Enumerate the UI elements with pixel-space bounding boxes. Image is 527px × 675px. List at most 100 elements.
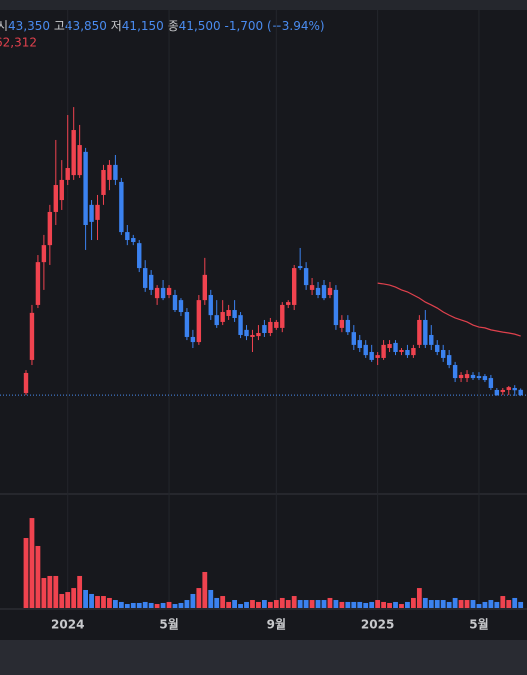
candle-body xyxy=(292,268,297,305)
candle-body xyxy=(464,374,470,379)
volume-bar xyxy=(41,578,47,608)
volume-bar xyxy=(434,600,440,608)
volume-bar xyxy=(160,602,166,608)
candle-body xyxy=(399,350,404,352)
moving-average xyxy=(377,282,521,337)
candle-body xyxy=(119,181,124,233)
volume-bar xyxy=(35,545,41,608)
volume-bar xyxy=(321,600,327,608)
x-tick-label: 2025 xyxy=(361,618,394,632)
candle-body xyxy=(220,312,225,322)
volume-bar xyxy=(65,592,71,608)
volume-bar xyxy=(136,602,142,608)
candle-body xyxy=(196,300,202,343)
volume-bar xyxy=(190,593,196,608)
candle-body xyxy=(345,319,351,333)
volume-bar xyxy=(464,600,470,608)
x-tick-label: 9월 xyxy=(267,617,286,632)
volume-bar xyxy=(345,601,351,608)
volume-bar xyxy=(351,601,357,608)
volume-bar xyxy=(363,602,369,608)
candle-body xyxy=(280,304,285,328)
volume-bar xyxy=(458,600,464,608)
volume-bar xyxy=(107,597,112,608)
candle-body xyxy=(321,285,327,299)
candle-body xyxy=(339,319,345,328)
candle-body xyxy=(441,350,446,358)
candle-body xyxy=(232,310,237,318)
volume-bar xyxy=(333,600,339,608)
low-value: 41,150 xyxy=(122,19,164,33)
candle-body xyxy=(268,321,273,333)
volume-bar xyxy=(89,593,94,608)
candle-body xyxy=(77,145,82,176)
candle-body xyxy=(309,285,315,290)
volume-bar xyxy=(494,601,500,608)
candle-body xyxy=(315,287,321,296)
volume-bar xyxy=(23,538,29,608)
bottom-bar xyxy=(0,640,527,675)
volume-bar xyxy=(154,604,160,608)
candle-body xyxy=(369,351,374,360)
close-label: 종 xyxy=(168,19,179,33)
volume-bar xyxy=(422,597,428,608)
volume-bar xyxy=(387,602,392,608)
volume-bar xyxy=(172,604,178,608)
candle-body xyxy=(226,310,231,316)
volume-bar xyxy=(101,596,106,608)
candle-body xyxy=(41,245,47,263)
volume-bar xyxy=(202,571,208,608)
volume-bar xyxy=(124,604,130,608)
candle-body xyxy=(172,295,178,311)
volume-bar xyxy=(488,600,494,608)
candle-body xyxy=(131,238,136,243)
candle-body xyxy=(137,243,142,269)
candle-body xyxy=(357,340,362,349)
candle-body xyxy=(23,372,29,394)
change: -1,700 xyxy=(225,19,264,33)
candle-body xyxy=(387,344,392,349)
volume-bar xyxy=(142,601,148,608)
volume-bar xyxy=(178,602,184,608)
volume-bar xyxy=(130,602,136,608)
candle-body xyxy=(500,389,505,392)
candle-body xyxy=(375,355,380,358)
candle-body xyxy=(154,287,160,299)
candle-body xyxy=(327,287,333,296)
candle-body xyxy=(381,344,386,358)
x-tick-label: 5월 xyxy=(159,617,178,632)
candle-body xyxy=(297,266,303,269)
candle-body xyxy=(59,179,64,201)
volume-bar xyxy=(291,596,297,608)
volume-bar xyxy=(250,600,255,608)
candle-body xyxy=(166,287,172,296)
candle-body xyxy=(65,168,70,180)
volume-bar xyxy=(440,600,446,608)
volume-bar xyxy=(214,597,220,608)
candle-body xyxy=(47,211,53,246)
volume-bar xyxy=(71,588,77,608)
volume-bar xyxy=(166,601,172,608)
candle-body xyxy=(518,389,523,396)
candle-body xyxy=(476,376,482,379)
volume-bar xyxy=(393,601,398,608)
change-pct: (−3.94%) xyxy=(267,19,325,33)
candle-body xyxy=(363,344,368,356)
volume-bar xyxy=(303,600,309,608)
volume-bar xyxy=(273,600,279,608)
candle-body xyxy=(423,319,428,345)
volume-bar xyxy=(226,601,232,608)
volume-bar xyxy=(416,588,422,608)
volume-bar xyxy=(405,601,410,608)
candle-body xyxy=(262,325,267,333)
ma-value: 62,312 xyxy=(0,36,37,50)
candle-body xyxy=(411,348,416,356)
volume-bar xyxy=(357,601,363,608)
candle-body xyxy=(333,289,339,326)
volume-bar xyxy=(59,593,65,608)
candle-body xyxy=(303,268,309,286)
candle-body xyxy=(470,374,476,379)
volume-bar xyxy=(262,600,267,608)
